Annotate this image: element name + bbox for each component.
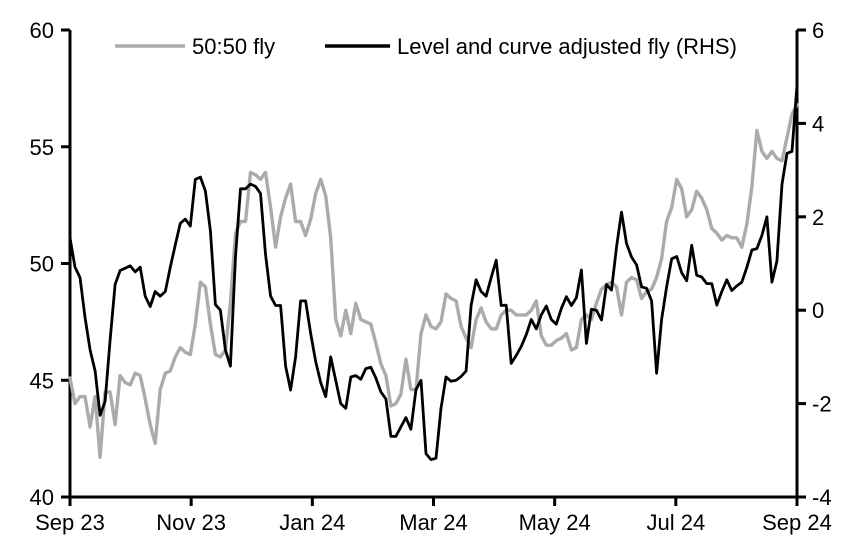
series-line-1 [68, 83, 799, 462]
left-axis-tick-label: 45 [30, 368, 54, 393]
legend-label-5050-fly: 50:50 fly [192, 34, 275, 59]
left-axis-tick-label: 55 [30, 135, 54, 160]
right-axis-tick-label: 6 [812, 18, 824, 43]
right-axis-tick-label: -4 [812, 485, 832, 510]
right-axis-tick-label: 0 [812, 298, 824, 323]
x-axis-tick-label: May 24 [519, 510, 591, 535]
right-axis-tick-label: 2 [812, 205, 824, 230]
x-axis-tick-label: Jan 24 [279, 510, 345, 535]
series-line-0 [68, 102, 799, 459]
left-axis-tick-label: 40 [30, 485, 54, 510]
x-axis-tick-label: Sep 24 [762, 510, 832, 535]
legend: 50:50 fly Level and curve adjusted fly (… [115, 34, 737, 59]
x-axis-tick-label: Sep 23 [35, 510, 105, 535]
right-axis-tick-label: -2 [812, 392, 832, 417]
left-axis-tick-label: 60 [30, 18, 54, 43]
left-axis-tick-label: 50 [30, 252, 54, 277]
x-axis-tick-label: Nov 23 [156, 510, 226, 535]
legend-label-adjusted-fly: Level and curve adjusted fly (RHS) [397, 34, 737, 59]
axes-group: 60 55 50 45 40 6 4 2 0 -2 -4 Sep 23 Nov 23 Jan 24 Mar … [30, 18, 832, 535]
series-lines-group [68, 83, 799, 462]
x-axis-tick-label: Mar 24 [399, 510, 467, 535]
right-axis-tick-label: 4 [812, 111, 824, 136]
x-axis-tick-label: Jul 24 [646, 510, 705, 535]
